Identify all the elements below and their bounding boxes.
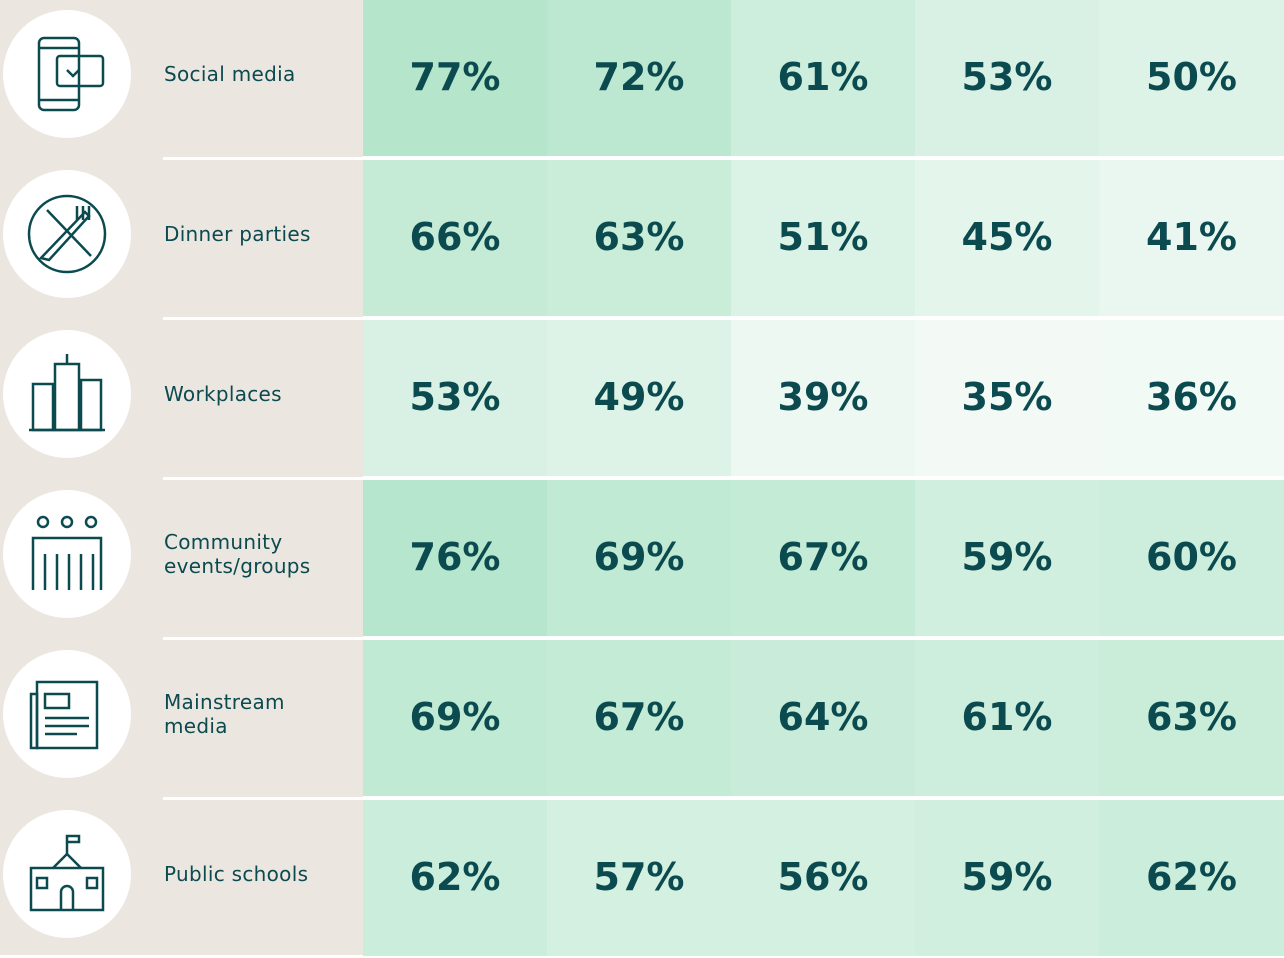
icon-glyph (31, 515, 103, 590)
table-row: Dinner parties 66% 63% 51% 45% 41% (0, 157, 1284, 318)
row-label: Mainstream media (164, 690, 285, 738)
cell: 57% (547, 798, 731, 956)
icon (3, 650, 131, 778)
icon (3, 10, 131, 138)
cell: 64% (731, 638, 915, 796)
icon-glyph (29, 680, 99, 750)
cell: 56% (731, 798, 915, 956)
cell: 72% (547, 0, 731, 156)
row-separator (163, 797, 1284, 800)
cell: 62% (1099, 798, 1284, 956)
cell: 51% (731, 158, 915, 316)
row-separator (163, 157, 1284, 160)
cell: 63% (547, 158, 731, 316)
row-label: Public schools (164, 862, 309, 886)
icon (3, 330, 131, 458)
row-separator (163, 637, 1284, 640)
cell: 59% (915, 478, 1099, 636)
cell: 66% (363, 158, 547, 316)
icon-glyph (29, 834, 105, 912)
table-row: Workplaces 53% 49% 39% 35% 36% (0, 317, 1284, 478)
icon-glyph (27, 194, 107, 274)
cell: 35% (915, 318, 1099, 476)
table-row: Social media 77% 72% 61% 53% 50% (0, 0, 1284, 158)
row-label: Community events/groups (164, 530, 311, 578)
table-row: Public schools 62% 57% 56% 59% 62% (0, 797, 1284, 958)
icon (3, 490, 131, 618)
cell: 61% (731, 0, 915, 156)
row-separator (163, 477, 1284, 480)
cell: 69% (547, 478, 731, 636)
cell: 77% (363, 0, 547, 156)
icon-glyph (29, 354, 105, 432)
row-label: Workplaces (164, 382, 282, 406)
cell: 62% (363, 798, 547, 956)
cell: 45% (915, 158, 1099, 316)
cell: 60% (1099, 478, 1284, 636)
icon (3, 810, 131, 938)
cell: 59% (915, 798, 1099, 956)
table-row: Mainstream media 69% 67% 64% 61% 63% (0, 637, 1284, 798)
cell: 69% (363, 638, 547, 796)
cell: 67% (731, 478, 915, 636)
cell: 53% (363, 318, 547, 476)
cell: 67% (547, 638, 731, 796)
cell: 61% (915, 638, 1099, 796)
table-row: Community events/groups 76% 69% 67% 59% 60% (0, 477, 1284, 638)
cell: 53% (915, 0, 1099, 156)
cell: 36% (1099, 318, 1284, 476)
row-label: Social media (164, 62, 296, 86)
cell: 63% (1099, 638, 1284, 796)
row-separator (163, 317, 1284, 320)
cell: 41% (1099, 158, 1284, 316)
cell: 76% (363, 478, 547, 636)
cell: 39% (731, 318, 915, 476)
icon-glyph (37, 36, 105, 112)
icon (3, 170, 131, 298)
row-label: Dinner parties (164, 222, 311, 246)
cell: 49% (547, 318, 731, 476)
cell: 50% (1099, 0, 1284, 156)
